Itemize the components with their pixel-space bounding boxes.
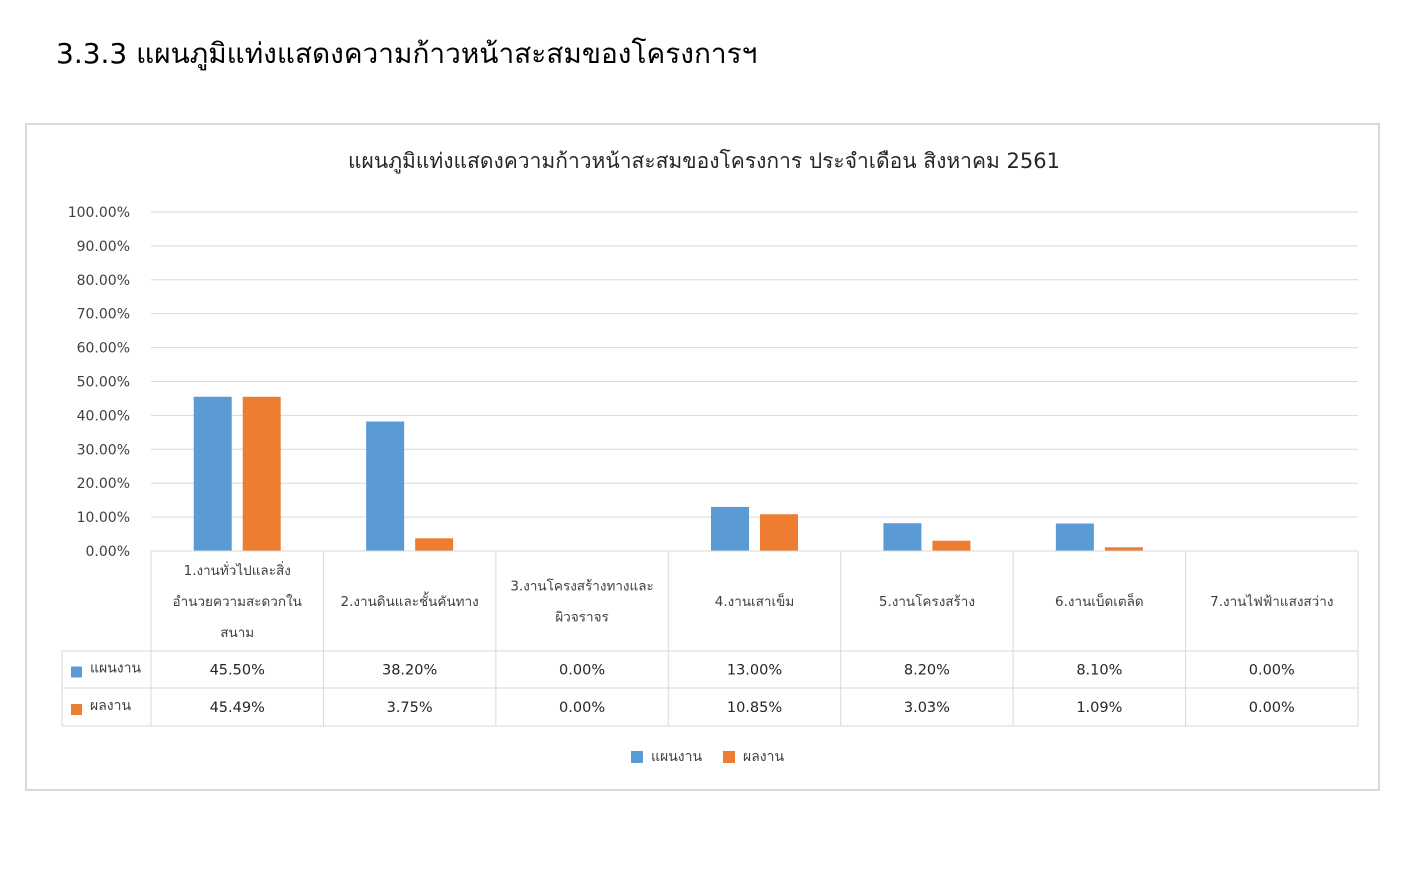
category-label: 1.งานทั่วไปและสิ่ง (184, 561, 291, 579)
bar-chart: แผนภูมิแท่งแสดงความก้าวหน้าสะสมของโครงกา… (61, 149, 1359, 765)
data-label: 45.49% (210, 700, 265, 716)
bar-actual (760, 514, 798, 551)
data-label: 8.10% (1076, 663, 1122, 679)
category-label: 5.งานโครงสร้าง (879, 593, 975, 610)
data-label: 45.50% (210, 663, 265, 679)
bar-plan (711, 506, 749, 551)
category-label: อำนวยความสะดวกใน (173, 593, 302, 610)
y-tick-label: 10.00% (77, 510, 130, 526)
y-tick-label: 20.00% (77, 476, 130, 492)
bar-plan (193, 396, 232, 551)
chart-container: แผนภูมิแท่งแสดงความก้าวหน้าสะสมของโครงกา… (25, 123, 1380, 791)
legend-label: แผนงาน (651, 749, 702, 765)
category-label: สนาม (220, 625, 254, 641)
category-label: 3.งานโครงสร้างทางและ (510, 578, 653, 595)
bar-plan (366, 421, 405, 551)
data-label: 3.75% (387, 700, 433, 716)
category-label: 2.งานดินและชั้นคันทาง (341, 591, 479, 610)
y-tick-label: 80.00% (77, 273, 130, 289)
gridlines (151, 211, 1358, 518)
table-legend-key (71, 666, 82, 678)
data-label: 8.20% (904, 663, 950, 679)
bar-plan (1055, 523, 1094, 551)
page-heading: 3.3.3 แผนภูมิแท่งแสดงความก้าวหน้าสะสมของ… (56, 37, 758, 70)
bars (193, 396, 1143, 551)
category-label: ผิวจราจร (555, 610, 608, 626)
y-tick-label: 40.00% (77, 408, 130, 424)
y-axis-ticks: 0.00% 10.00% 20.00% 30.00% 40.00% 50.00% 60.00… (68, 205, 130, 560)
y-tick-label: 70.00% (77, 307, 130, 323)
data-label: 13.00% (727, 663, 782, 679)
data-label: 38.20% (382, 663, 437, 679)
bar-plan (883, 523, 922, 551)
legend-key (631, 751, 643, 763)
bar-actual (242, 396, 281, 551)
legend-key (723, 751, 735, 763)
data-label: 0.00% (559, 663, 605, 679)
bar-actual (932, 540, 971, 551)
y-tick-label: 30.00% (77, 442, 130, 458)
data-label: 0.00% (559, 700, 605, 716)
table-series-name: แผนงาน (90, 661, 141, 677)
legend-label: ผลงาน (743, 749, 784, 765)
category-label: 7.งานไฟฟ้าแสงสว่าง (1210, 594, 1333, 610)
y-tick-label: 100.00% (68, 205, 130, 221)
bar-actual (415, 538, 454, 551)
y-tick-label: 90.00% (77, 239, 130, 255)
table-series-name: ผลงาน (90, 698, 131, 714)
category-label: 4.งานเสาเข็ม (715, 592, 794, 610)
data-label: 3.03% (904, 700, 950, 716)
data-label: 1.09% (1076, 700, 1122, 716)
bar-actual (1104, 547, 1143, 551)
y-tick-label: 60.00% (77, 341, 130, 357)
category-label: 6.งานเบ็ดเตล็ด (1055, 592, 1144, 610)
table-legend-key (71, 704, 82, 715)
chart-title: แผนภูมิแท่งแสดงความก้าวหน้าสะสมของโครงกา… (348, 149, 1060, 174)
data-label: 0.00% (1249, 700, 1295, 716)
data-label: 0.00% (1249, 663, 1295, 679)
legend: แผนงาน ผลงาน (631, 749, 784, 765)
y-tick-label: 0.00% (86, 544, 130, 560)
data-label: 10.85% (727, 700, 782, 716)
y-tick-label: 50.00% (77, 375, 130, 391)
